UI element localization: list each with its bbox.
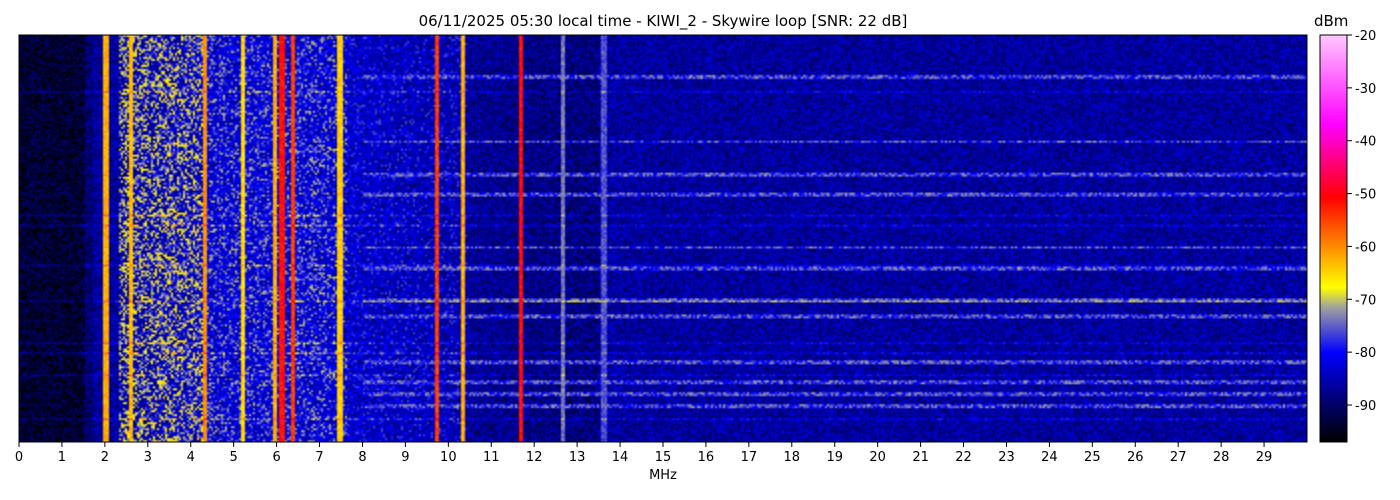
colorbar-tick-label: -20	[1355, 29, 1376, 44]
x-tick-label: 16	[698, 450, 715, 465]
x-tick-label: 22	[955, 450, 972, 465]
colorbar-unit-label: dBm	[1314, 12, 1349, 30]
x-tick-label: 11	[483, 450, 500, 465]
colorbar-tick-label: -30	[1355, 82, 1376, 97]
x-tick-label: 23	[998, 450, 1015, 465]
x-tick-label: 21	[912, 450, 929, 465]
x-tick-label: 28	[1213, 450, 1230, 465]
colorbar-tick-label: -60	[1355, 240, 1376, 255]
x-tick-label: 20	[869, 450, 886, 465]
x-axis-ticks: 0 1 2 3 4 5 6 7 8 9 10 11 12 13 14 15 16 17 18 19 20 21 22 23 24…	[15, 442, 1272, 465]
colorbar-tick-label: -70	[1355, 293, 1376, 308]
x-tick-label: 3	[144, 450, 152, 465]
x-tick-label: 9	[401, 450, 409, 465]
x-tick-label: 14	[612, 450, 629, 465]
x-tick-label: 8	[358, 450, 366, 465]
x-tick-label: 26	[1127, 450, 1144, 465]
x-tick-label: 2	[101, 450, 109, 465]
x-tick-label: 5	[230, 450, 238, 465]
x-tick-label: 12	[526, 450, 543, 465]
x-tick-label: 24	[1041, 450, 1058, 465]
x-tick-label: 19	[826, 450, 843, 465]
colorbar-tick-label: -40	[1355, 135, 1376, 150]
colorbar-tick-label: -50	[1355, 188, 1376, 203]
colorbar-gradient	[1319, 34, 1348, 443]
colorbar-tick-label: -90	[1355, 399, 1376, 414]
x-tick-label: 10	[440, 450, 457, 465]
x-tick-label: 13	[569, 450, 586, 465]
x-tick-label: 25	[1084, 450, 1101, 465]
x-tick-label: 17	[741, 450, 758, 465]
x-tick-label: 18	[784, 450, 801, 465]
x-tick-label: 0	[15, 450, 23, 465]
x-tick-label: 7	[315, 450, 323, 465]
x-tick-label: 6	[272, 450, 280, 465]
x-tick-label: 27	[1170, 450, 1187, 465]
x-tick-label: 1	[58, 450, 66, 465]
spectrogram-heatmap	[19, 35, 1307, 442]
x-axis-label: MHz	[649, 468, 677, 483]
colorbar: -20 -30 -40 -50 -60 -70 -80 -90	[1319, 29, 1376, 443]
chart-title: 06/11/2025 05:30 local time - KIWI_2 - S…	[418, 12, 908, 30]
colorbar-ticks: -20 -30 -40 -50 -60 -70 -80 -90	[1347, 29, 1376, 414]
x-tick-label: 29	[1256, 450, 1273, 465]
x-tick-label: 4	[187, 450, 195, 465]
colorbar-tick-label: -80	[1355, 346, 1376, 361]
x-tick-label: 15	[655, 450, 672, 465]
spectrogram-plot-area	[18, 34, 1308, 443]
